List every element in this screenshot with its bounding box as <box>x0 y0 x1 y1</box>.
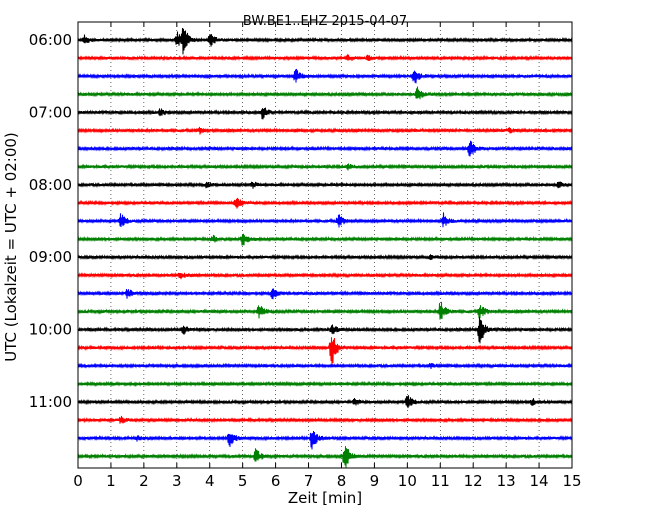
x-tick-label: 13 <box>497 472 516 490</box>
trace-1030 <box>77 362 573 370</box>
x-tick-label: 15 <box>562 472 581 490</box>
trace-0900 <box>77 253 573 261</box>
trace-0830 <box>77 212 573 228</box>
x-tick-label: 1 <box>106 472 116 490</box>
x-tick-label: 2 <box>139 472 149 490</box>
x-tick-label: 3 <box>172 472 182 490</box>
trace-1115 <box>77 415 573 424</box>
x-tick-label: 12 <box>464 472 483 490</box>
x-tick-label: 10 <box>398 472 417 490</box>
x-axis-label: Zeit [min] <box>288 489 362 507</box>
x-tick-label: 8 <box>337 472 347 490</box>
trace-1100 <box>77 395 573 409</box>
trace-0745 <box>77 163 573 171</box>
trace-0715 <box>77 126 573 135</box>
y-tick-label: 10:00 <box>29 321 72 339</box>
trace-0730 <box>77 140 573 157</box>
trace-0615 <box>77 54 573 62</box>
trace-1145 <box>77 446 573 468</box>
x-tick-label: 14 <box>530 472 549 490</box>
trace-0800 <box>77 181 573 189</box>
y-tick-label: 08:00 <box>29 176 72 194</box>
x-tick-label: 0 <box>73 472 83 490</box>
chart-title: BW.BE1..EHZ 2015-04-07 <box>243 14 407 29</box>
y-axis-label: UTC (Lokalzeit = UTC + 02:00) <box>2 132 20 362</box>
trace-0845 <box>77 233 573 246</box>
trace-0915 <box>77 272 573 280</box>
y-tick-label: 06:00 <box>29 31 72 49</box>
trace-0600 <box>77 27 573 55</box>
x-tick-label: 7 <box>304 472 314 490</box>
trace-0815 <box>77 197 573 209</box>
traces-layer <box>77 27 573 468</box>
x-tick-label: 5 <box>238 472 248 490</box>
x-tick-label: 6 <box>271 472 281 490</box>
trace-0930 <box>77 288 573 300</box>
plot-frame <box>77 21 573 469</box>
x-tick-label: 4 <box>205 472 215 490</box>
trace-1045 <box>77 380 573 388</box>
trace-0630 <box>77 68 573 84</box>
trace-1130 <box>77 430 573 450</box>
trace-0700 <box>77 107 573 120</box>
x-tick-label: 11 <box>431 472 450 490</box>
trace-0645 <box>77 86 573 100</box>
trace-1000 <box>77 317 573 344</box>
y-tick-label: 09:00 <box>29 248 72 266</box>
trace-1015 <box>77 337 573 367</box>
y-tick-label: 11:00 <box>29 393 72 411</box>
trace-0945 <box>77 301 573 320</box>
x-tick-label: 9 <box>370 472 380 490</box>
ticks-layer: 0 1 2 3 4 5 6 7 8 9 10 11 12 13 14 1506:0007:0008:0009:… <box>29 22 582 490</box>
y-tick-label: 07:00 <box>29 103 72 121</box>
